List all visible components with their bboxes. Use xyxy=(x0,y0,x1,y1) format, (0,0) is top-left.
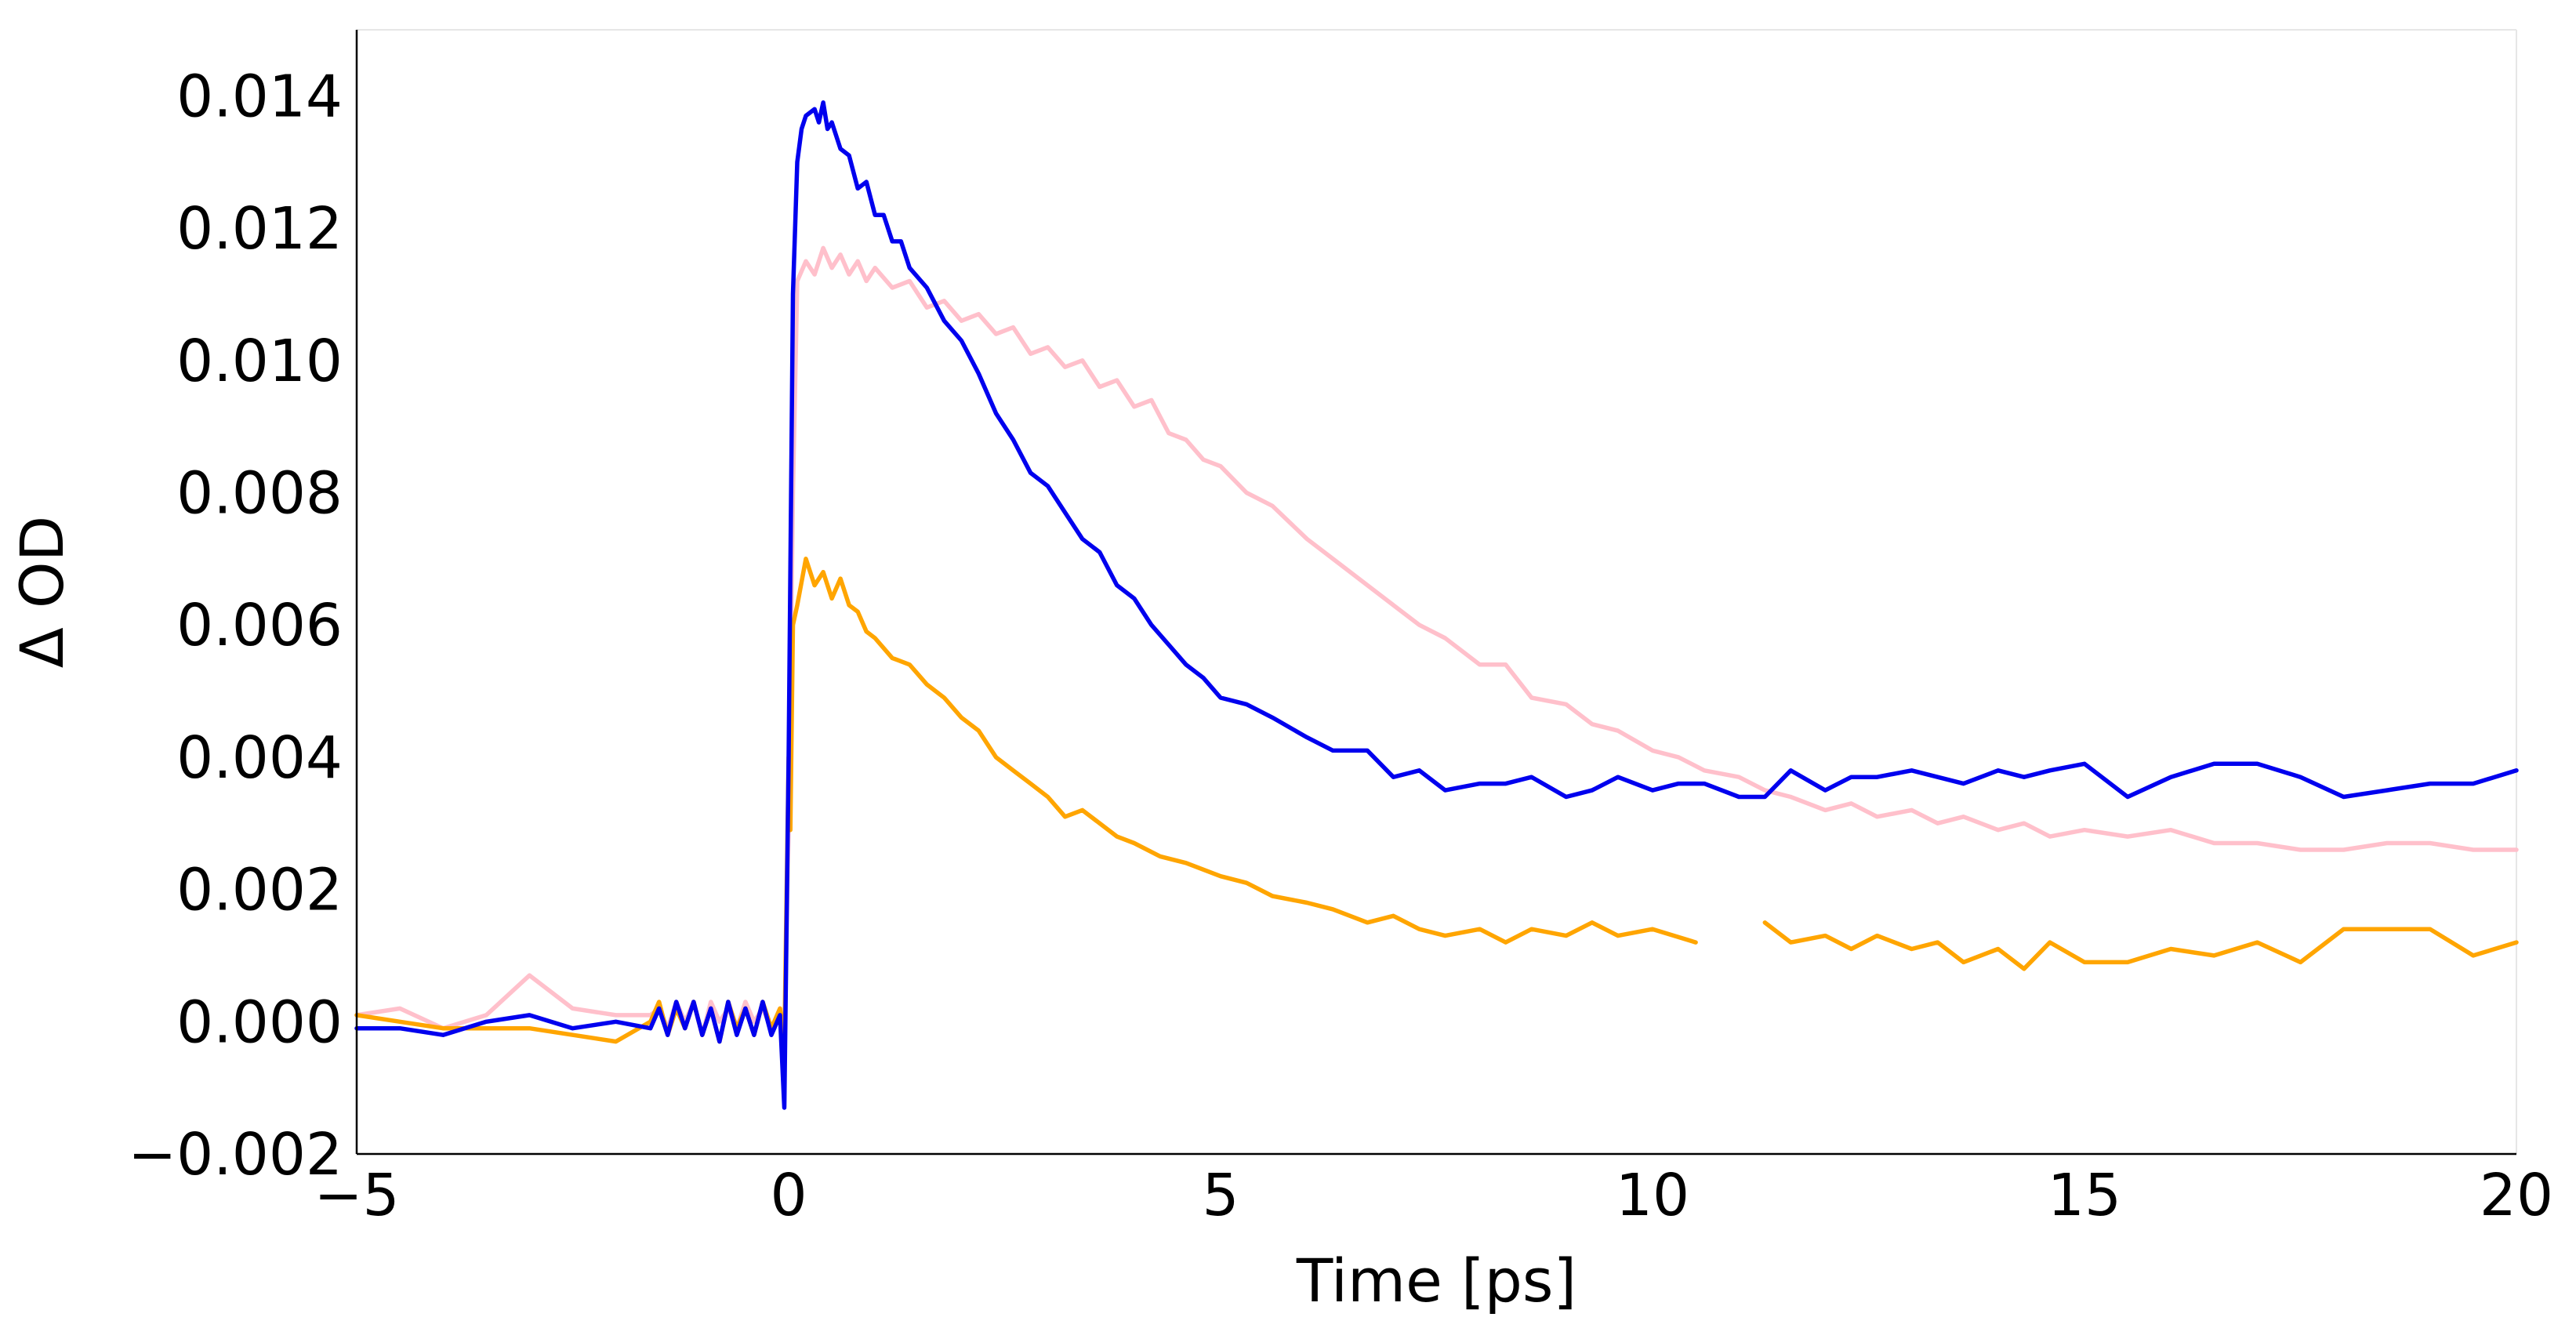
y-axis-label: Δ OD xyxy=(7,516,77,669)
x-tick-label: 5 xyxy=(1202,1162,1239,1229)
axes-layer xyxy=(355,30,2516,1156)
y-tick-label: 0.002 xyxy=(176,857,343,924)
y-tick-label: −0.002 xyxy=(128,1121,343,1188)
x-axis-ticks: −5 0 5 10 15 20 xyxy=(314,1162,2553,1229)
y-tick-label: 0.014 xyxy=(176,63,343,130)
x-tick-label: 10 xyxy=(1616,1162,1689,1229)
y-tick-label: 0.008 xyxy=(176,459,343,527)
series-line-3 xyxy=(354,100,2519,1110)
x-tick-label: −5 xyxy=(314,1162,399,1229)
series-layer xyxy=(354,100,2519,1110)
y-tick-label: 0.010 xyxy=(176,328,343,395)
y-tick-label: 0.006 xyxy=(176,592,343,659)
x-axis-label: Time [ps] xyxy=(1296,1246,1576,1315)
y-tick-label: 0.000 xyxy=(176,989,343,1056)
y-axis-ticks: −0.002 0.000 0.002 0.004 0.006 0.008 0.010 0.01… xyxy=(128,63,343,1188)
x-tick-label: 20 xyxy=(2480,1162,2553,1229)
x-tick-label: 0 xyxy=(770,1162,807,1229)
y-tick-label: 0.004 xyxy=(176,724,343,792)
x-tick-label: 15 xyxy=(2048,1162,2121,1229)
plot-frame xyxy=(357,29,2517,1154)
y-tick-label: 0.012 xyxy=(176,195,343,263)
